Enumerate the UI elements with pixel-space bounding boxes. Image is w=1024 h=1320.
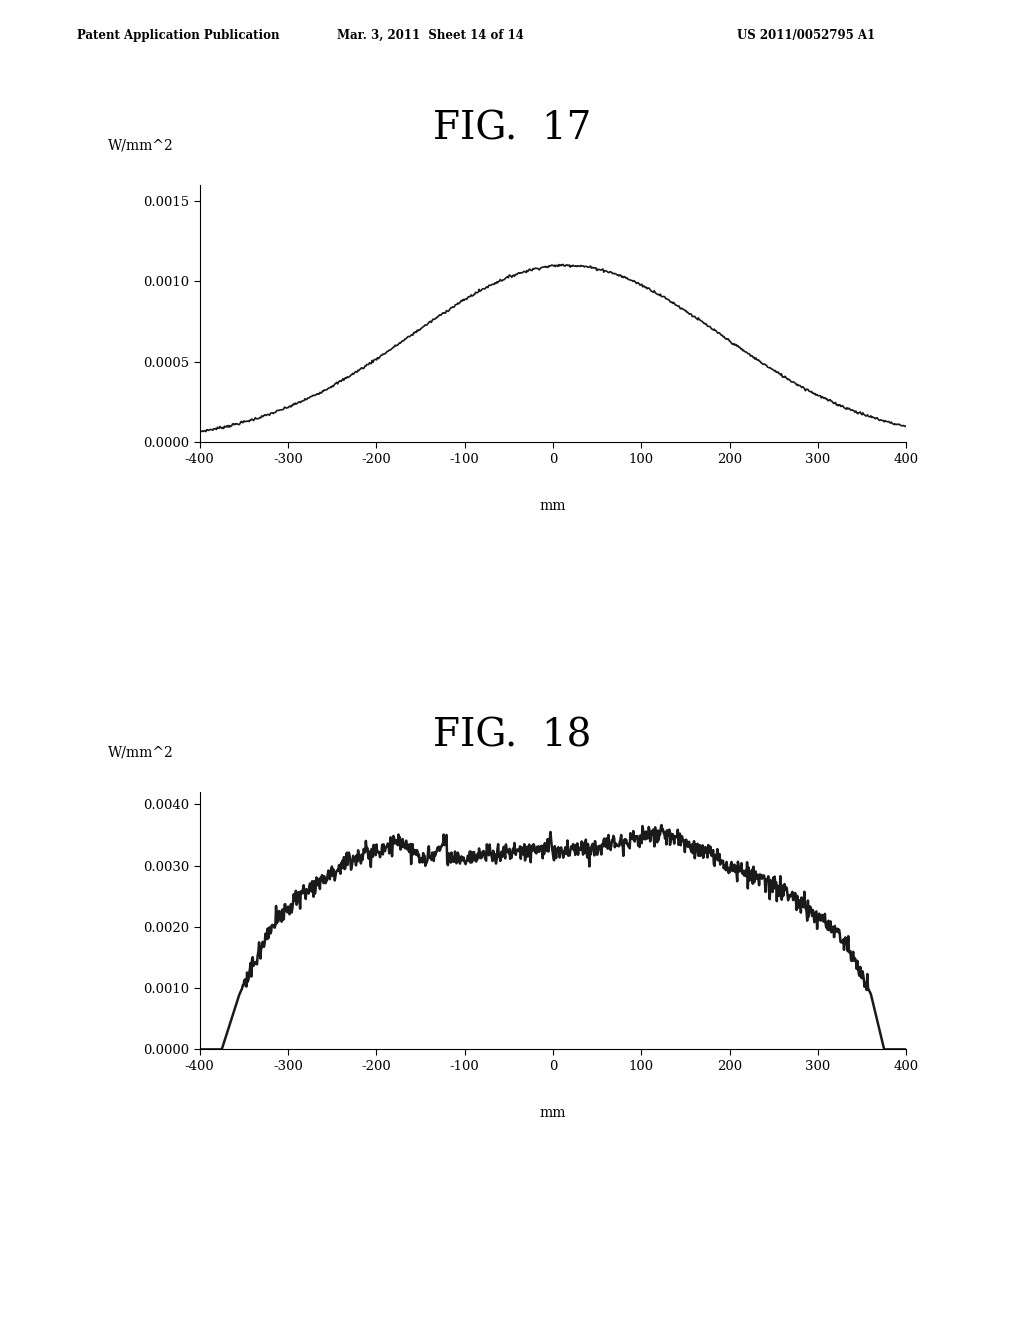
- Text: FIG.  17: FIG. 17: [433, 110, 591, 148]
- Text: mm: mm: [540, 499, 566, 513]
- Text: FIG.  18: FIG. 18: [433, 717, 591, 755]
- Text: Mar. 3, 2011  Sheet 14 of 14: Mar. 3, 2011 Sheet 14 of 14: [337, 29, 523, 42]
- Text: mm: mm: [540, 1106, 566, 1121]
- Text: Patent Application Publication: Patent Application Publication: [77, 29, 280, 42]
- Text: US 2011/0052795 A1: US 2011/0052795 A1: [737, 29, 876, 42]
- Text: W/mm^2: W/mm^2: [108, 746, 174, 760]
- Text: W/mm^2: W/mm^2: [108, 139, 174, 153]
